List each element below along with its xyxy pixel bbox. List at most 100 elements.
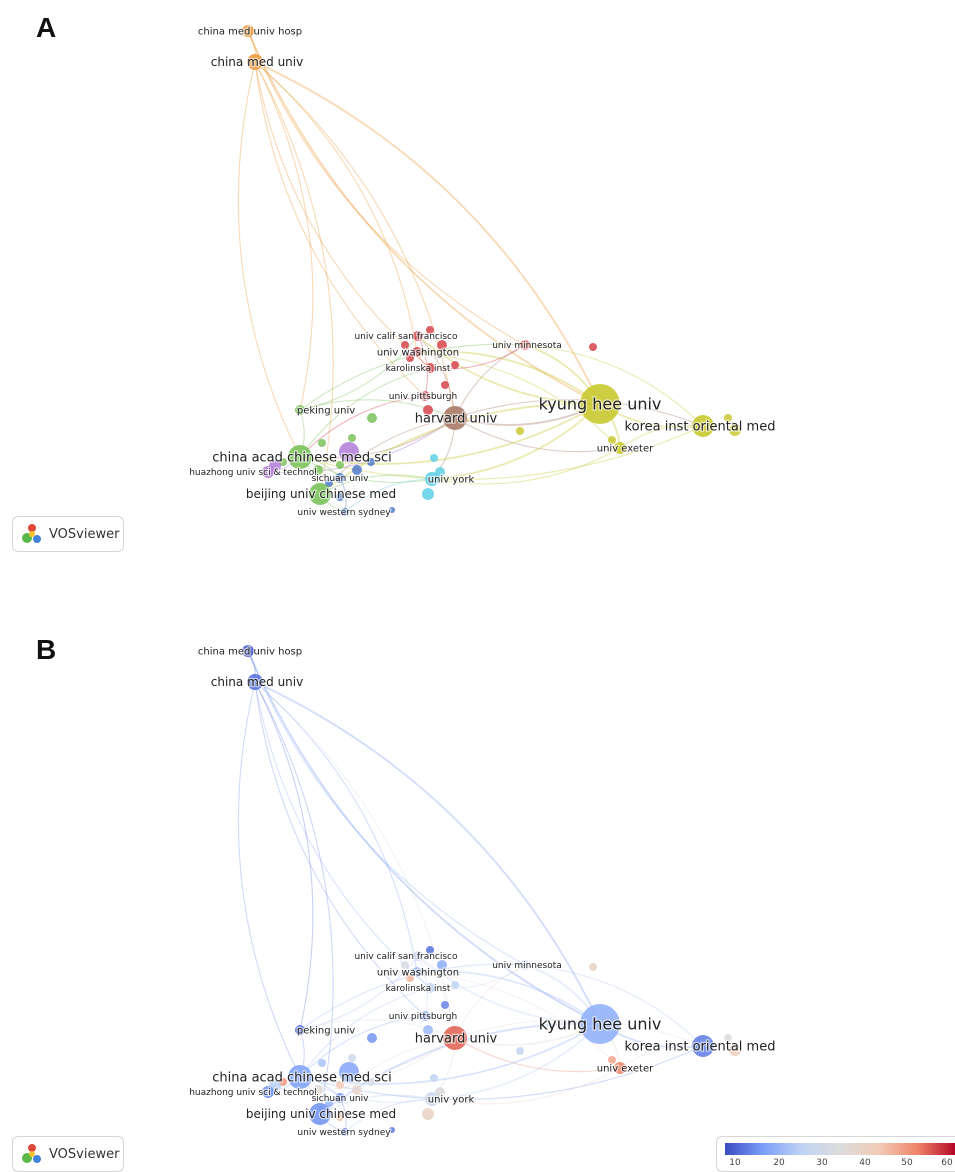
edges: [237, 30, 704, 513]
node-khu[interactable]: [580, 384, 620, 424]
minor-node[interactable]: [339, 1062, 359, 1082]
minor-node[interactable]: [313, 465, 323, 475]
minor-node[interactable]: [348, 1054, 356, 1062]
node-uw[interactable]: [412, 347, 422, 357]
minor-node[interactable]: [724, 414, 732, 422]
vosviewer-badge-a[interactable]: VOSviewer: [12, 516, 124, 552]
minor-node[interactable]: [423, 1025, 433, 1035]
node-cmuh[interactable]: [242, 25, 254, 37]
node-sichuan[interactable]: [335, 473, 345, 483]
minor-node[interactable]: [389, 1127, 395, 1133]
network-b[interactable]: china med univ hosp china med univ univ ca…: [0, 620, 955, 1172]
node-sichuan[interactable]: [335, 1093, 345, 1103]
minor-node[interactable]: [441, 381, 449, 389]
node-uws[interactable]: [341, 1128, 349, 1136]
minor-node[interactable]: [325, 1099, 333, 1107]
node-khu[interactable]: [580, 1004, 620, 1044]
minor-node[interactable]: [724, 1034, 732, 1042]
link: [267, 417, 456, 474]
node-ucsf[interactable]: [413, 951, 423, 961]
node-pitt[interactable]: [420, 1011, 430, 1021]
minor-node[interactable]: [451, 361, 459, 369]
node-bucm[interactable]: [309, 483, 331, 505]
minor-node[interactable]: [608, 1056, 616, 1064]
minor-node[interactable]: [451, 981, 459, 989]
minor-node[interactable]: [339, 442, 359, 462]
minor-node[interactable]: [367, 1033, 377, 1043]
node-york[interactable]: [425, 1092, 439, 1106]
minor-node[interactable]: [430, 1074, 438, 1082]
minor-node[interactable]: [729, 424, 741, 436]
minor-node[interactable]: [589, 963, 597, 971]
minor-node[interactable]: [325, 479, 333, 487]
minor-node[interactable]: [352, 1085, 362, 1095]
minor-node[interactable]: [589, 343, 597, 351]
network-a[interactable]: china med univ hosp china med univ univ ca…: [0, 0, 955, 586]
minor-node[interactable]: [430, 454, 438, 462]
minor-node[interactable]: [435, 1087, 445, 1097]
minor-node[interactable]: [336, 1081, 344, 1089]
node-cmuh[interactable]: [242, 645, 254, 657]
minor-node[interactable]: [426, 946, 434, 954]
node-huazhong[interactable]: [262, 466, 274, 478]
node-kiom[interactable]: [692, 1035, 714, 1057]
node-pitt[interactable]: [420, 391, 430, 401]
node-kiom[interactable]: [692, 415, 714, 437]
minor-node[interactable]: [426, 326, 434, 334]
minor-node[interactable]: [401, 341, 409, 349]
node-bucm[interactable]: [309, 1103, 331, 1125]
minor-node[interactable]: [406, 974, 414, 982]
link: [319, 1094, 433, 1115]
node-ki[interactable]: [425, 983, 435, 993]
minor-node[interactable]: [313, 1085, 323, 1095]
node-york[interactable]: [425, 472, 439, 486]
minor-node[interactable]: [437, 960, 447, 970]
node-huazhong[interactable]: [262, 1086, 274, 1098]
minor-node[interactable]: [437, 340, 447, 350]
minor-node[interactable]: [318, 439, 326, 447]
minor-node[interactable]: [389, 507, 395, 513]
minor-node[interactable]: [336, 461, 344, 469]
node-peking[interactable]: [295, 1025, 305, 1035]
minor-node[interactable]: [336, 1113, 344, 1121]
vosviewer-badge-b[interactable]: VOSviewer: [12, 1136, 124, 1172]
node-umn[interactable]: [520, 960, 530, 970]
minor-node[interactable]: [279, 1078, 287, 1086]
minor-node[interactable]: [367, 1078, 375, 1086]
minor-node[interactable]: [422, 488, 434, 500]
minor-node[interactable]: [336, 493, 344, 501]
minor-node[interactable]: [729, 1044, 741, 1056]
node-umn[interactable]: [520, 340, 530, 350]
minor-node[interactable]: [516, 427, 524, 435]
minor-node[interactable]: [401, 961, 409, 969]
node-uw[interactable]: [412, 967, 422, 977]
node-exeter[interactable]: [614, 442, 626, 454]
minor-node[interactable]: [435, 467, 445, 477]
link: [254, 61, 314, 411]
minor-node[interactable]: [608, 436, 616, 444]
node-cmu[interactable]: [247, 674, 263, 690]
node-cmu[interactable]: [247, 54, 263, 70]
node-label-exeter: univ exeter: [597, 444, 654, 455]
minor-node[interactable]: [318, 1059, 326, 1067]
minor-node[interactable]: [352, 465, 362, 475]
minor-node[interactable]: [367, 458, 375, 466]
node-label-harvard: harvard univ: [415, 412, 498, 427]
minor-node[interactable]: [406, 354, 414, 362]
node-exeter[interactable]: [614, 1062, 626, 1074]
node-harvard[interactable]: [443, 1026, 467, 1050]
node-harvard[interactable]: [443, 406, 467, 430]
minor-node[interactable]: [516, 1047, 524, 1055]
minor-node[interactable]: [441, 1001, 449, 1009]
minor-node[interactable]: [367, 413, 377, 423]
minor-node[interactable]: [423, 405, 433, 415]
node-cacms[interactable]: [288, 1065, 312, 1089]
node-ucsf[interactable]: [413, 331, 423, 341]
minor-node[interactable]: [348, 434, 356, 442]
node-cacms[interactable]: [288, 445, 312, 469]
node-uws[interactable]: [341, 508, 349, 516]
node-ki[interactable]: [425, 363, 435, 373]
minor-node[interactable]: [422, 1108, 434, 1120]
minor-node[interactable]: [279, 458, 287, 466]
node-peking[interactable]: [295, 405, 305, 415]
